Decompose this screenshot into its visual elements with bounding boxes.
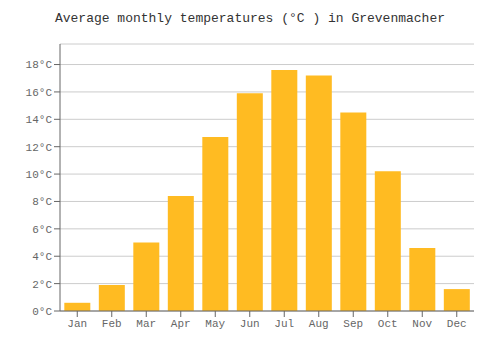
svg-text:4°C: 4°C: [32, 251, 52, 263]
svg-text:Aug: Aug: [309, 318, 329, 330]
svg-text:Jun: Jun: [240, 318, 260, 330]
html-text:Average monthly temperatures (: Average monthly temperatures (°C ) in Gr…: [55, 11, 445, 26]
svg-text:14°C: 14°C: [26, 114, 53, 126]
svg-text:0°C: 0°C: [32, 306, 52, 318]
svg-text:Nov: Nov: [412, 318, 432, 330]
svg-text:6°C: 6°C: [32, 224, 52, 236]
svg-text:Feb: Feb: [102, 318, 122, 330]
svg-text:10°C: 10°C: [26, 169, 53, 181]
svg-text:Dec: Dec: [447, 318, 467, 330]
svg-text:May: May: [205, 318, 225, 330]
svg-text:12°C: 12°C: [26, 142, 53, 154]
svg-text:Apr: Apr: [171, 318, 191, 330]
svg-text:8°C: 8°C: [32, 196, 52, 208]
svg-text:2°C: 2°C: [32, 279, 52, 291]
svg-text:16°C: 16°C: [26, 87, 53, 99]
svg-text:Jul: Jul: [274, 318, 294, 330]
svg-text:Oct: Oct: [378, 318, 398, 330]
svg-text:Jan: Jan: [67, 318, 87, 330]
svg-text:18°C: 18°C: [26, 59, 53, 71]
svg-text:Mar: Mar: [136, 318, 156, 330]
svg-text:Sep: Sep: [343, 318, 363, 330]
